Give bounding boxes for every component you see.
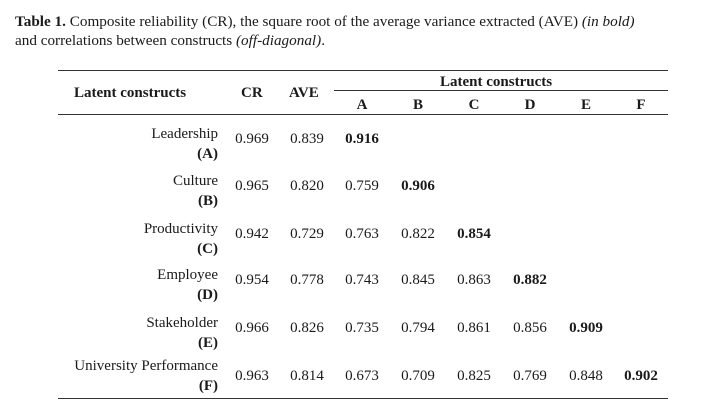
sqrt-ave-value: 0.854	[457, 226, 491, 242]
construct-name: Employee	[157, 267, 218, 283]
caption-end: .	[321, 32, 325, 49]
sqrt-ave-value: 0.882	[513, 272, 547, 288]
construct-code: (F)	[198, 378, 218, 394]
correlation-value: 0.848	[569, 368, 603, 384]
correlation-value: 0.709	[401, 368, 435, 384]
sqrt-ave-value: 0.909	[569, 320, 603, 336]
correlation-value: 0.863	[457, 272, 491, 288]
column-header-e: E	[580, 97, 591, 113]
caption-bold-note: (in bold)	[581, 13, 635, 30]
row-label: Leadership (A)	[151, 124, 218, 164]
table-caption: Table 1. Composite reliability (CR), the…	[15, 12, 705, 50]
construct-code: (A)	[197, 146, 218, 162]
correlation-value: 0.759	[345, 178, 379, 194]
correlation-value: 0.845	[401, 272, 435, 288]
construct-name: Culture	[173, 173, 218, 189]
group-header-rule	[334, 90, 668, 91]
row-label: Productivity (C)	[144, 219, 218, 259]
header-cr: CR	[241, 85, 263, 101]
sqrt-ave-value: 0.906	[401, 178, 435, 194]
cr-value: 0.942	[235, 226, 269, 242]
correlation-value: 0.861	[457, 320, 491, 336]
ave-value: 0.814	[290, 368, 324, 384]
column-header-d: D	[524, 97, 536, 113]
correlation-value: 0.763	[345, 226, 379, 242]
construct-name: Productivity	[143, 221, 218, 237]
correlation-value: 0.743	[345, 272, 379, 288]
row-label: University Performance (F)	[74, 356, 218, 396]
cr-value: 0.965	[235, 178, 269, 194]
correlation-value: 0.825	[457, 368, 491, 384]
correlation-value: 0.856	[513, 320, 547, 336]
row-label: Stakeholder (E)	[146, 313, 218, 353]
caption-text-line2: and correlations between constructs	[15, 32, 236, 49]
cr-value: 0.969	[235, 131, 269, 147]
caption-text: Composite reliability (CR), the square r…	[65, 13, 582, 30]
table-top-rule	[58, 70, 668, 71]
column-header-c: C	[468, 97, 480, 113]
sqrt-ave-value: 0.916	[345, 131, 379, 147]
construct-code: (E)	[198, 335, 218, 351]
ave-value: 0.778	[290, 272, 324, 288]
cr-value: 0.963	[235, 368, 269, 384]
cr-value: 0.966	[235, 320, 269, 336]
column-header-a: A	[356, 97, 368, 113]
construct-name: Leadership	[151, 126, 218, 142]
sqrt-ave-value: 0.902	[624, 368, 658, 384]
cr-value: 0.954	[235, 272, 269, 288]
column-header-b: B	[412, 97, 423, 113]
row-label: Culture (B)	[173, 171, 218, 211]
caption-offdiag-note: (off-diagonal)	[235, 32, 322, 49]
construct-name: University Performance	[74, 358, 218, 374]
construct-name: Stakeholder	[146, 315, 218, 331]
correlation-value: 0.673	[345, 368, 379, 384]
construct-code: (D)	[197, 287, 218, 303]
ave-value: 0.729	[290, 226, 324, 242]
correlation-value: 0.735	[345, 320, 379, 336]
column-header-f: F	[636, 97, 646, 113]
ave-value: 0.839	[290, 131, 324, 147]
header-group-latent-constructs: Latent constructs	[440, 74, 553, 90]
header-bottom-rule	[58, 114, 668, 115]
row-label: Employee (D)	[157, 265, 218, 305]
construct-code: (B)	[198, 193, 218, 209]
caption-label: Table 1.	[15, 13, 66, 30]
header-latent-constructs: Latent constructs	[74, 85, 187, 101]
ave-value: 0.826	[290, 320, 324, 336]
correlation-value: 0.822	[401, 226, 435, 242]
table-bottom-rule	[58, 398, 668, 399]
construct-code: (C)	[197, 241, 218, 257]
correlation-value: 0.769	[513, 368, 547, 384]
header-ave: AVE	[289, 85, 319, 101]
correlation-value: 0.794	[401, 320, 435, 336]
ave-value: 0.820	[290, 178, 324, 194]
